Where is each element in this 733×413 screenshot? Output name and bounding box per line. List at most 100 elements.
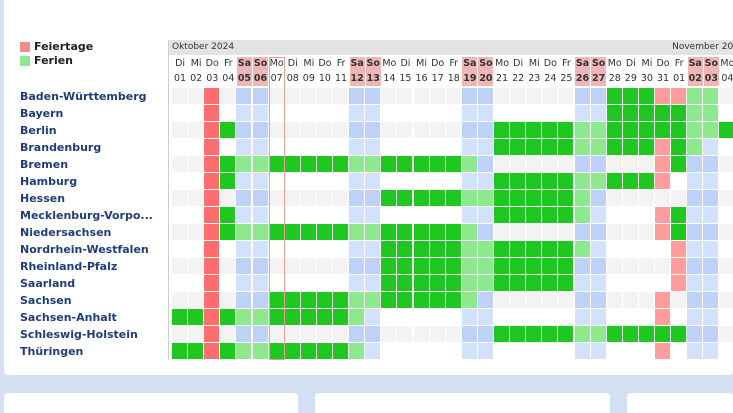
day-cell[interactable]	[188, 88, 205, 105]
day-cell[interactable]	[477, 190, 494, 207]
day-cell[interactable]	[558, 326, 575, 343]
day-cell[interactable]	[381, 292, 398, 309]
day-cell[interactable]	[526, 258, 543, 275]
day-cell[interactable]	[687, 173, 704, 190]
day-cell[interactable]	[429, 139, 446, 156]
day-cell[interactable]	[461, 139, 478, 156]
day-cell[interactable]	[220, 207, 237, 224]
day-cell[interactable]	[526, 309, 543, 326]
day-cell[interactable]	[574, 224, 591, 241]
day-cell[interactable]	[236, 122, 253, 139]
day-cell[interactable]	[687, 309, 704, 326]
day-cell[interactable]	[429, 275, 446, 292]
day-cell[interactable]	[526, 156, 543, 173]
day-cell[interactable]	[204, 122, 221, 139]
day-cell[interactable]	[606, 190, 623, 207]
day-cell[interactable]	[220, 156, 237, 173]
day-cell[interactable]	[638, 122, 655, 139]
day-cell[interactable]	[349, 258, 366, 275]
day-cell[interactable]	[236, 241, 253, 258]
day-cell[interactable]	[300, 122, 317, 139]
day-cell[interactable]	[284, 309, 301, 326]
day-cell[interactable]	[590, 343, 607, 360]
day-cell[interactable]	[445, 258, 462, 275]
day-cell[interactable]	[236, 326, 253, 343]
day-cell[interactable]	[510, 173, 527, 190]
day-cell[interactable]	[284, 88, 301, 105]
day-cell[interactable]	[510, 105, 527, 122]
day-cell[interactable]	[445, 207, 462, 224]
day-cell[interactable]	[719, 309, 733, 326]
day-cell[interactable]	[494, 139, 511, 156]
day-cell[interactable]	[188, 173, 205, 190]
day-cell[interactable]	[397, 258, 414, 275]
day-cell[interactable]	[655, 105, 672, 122]
day-cell[interactable]	[172, 258, 189, 275]
day-cell[interactable]	[413, 190, 430, 207]
day-cell[interactable]	[687, 258, 704, 275]
day-cell[interactable]	[574, 309, 591, 326]
day-cell[interactable]	[316, 275, 333, 292]
day-cell[interactable]	[172, 139, 189, 156]
day-cell[interactable]	[365, 224, 382, 241]
day-cell[interactable]	[413, 326, 430, 343]
day-cell[interactable]	[381, 88, 398, 105]
day-cell[interactable]	[622, 207, 639, 224]
day-cell[interactable]	[188, 224, 205, 241]
day-cell[interactable]	[445, 156, 462, 173]
day-cell[interactable]	[477, 258, 494, 275]
day-cell[interactable]	[220, 326, 237, 343]
day-cell[interactable]	[236, 275, 253, 292]
day-cell[interactable]	[606, 309, 623, 326]
day-cell[interactable]	[622, 241, 639, 258]
day-cell[interactable]	[687, 156, 704, 173]
day-cell[interactable]	[477, 292, 494, 309]
day-cell[interactable]	[622, 275, 639, 292]
day-cell[interactable]	[510, 207, 527, 224]
day-cell[interactable]	[316, 343, 333, 360]
day-cell[interactable]	[172, 241, 189, 258]
day-cell[interactable]	[236, 292, 253, 309]
day-cell[interactable]	[574, 173, 591, 190]
day-cell[interactable]	[558, 156, 575, 173]
day-cell[interactable]	[526, 275, 543, 292]
day-cell[interactable]	[365, 309, 382, 326]
day-cell[interactable]	[719, 122, 733, 139]
day-cell[interactable]	[445, 292, 462, 309]
day-cell[interactable]	[719, 190, 733, 207]
day-cell[interactable]	[542, 224, 559, 241]
day-cell[interactable]	[590, 105, 607, 122]
day-cell[interactable]	[703, 88, 720, 105]
day-cell[interactable]	[252, 224, 269, 241]
day-cell[interactable]	[236, 190, 253, 207]
day-cell[interactable]	[172, 224, 189, 241]
day-cell[interactable]	[204, 241, 221, 258]
day-cell[interactable]	[558, 173, 575, 190]
day-cell[interactable]	[300, 326, 317, 343]
day-cell[interactable]	[349, 156, 366, 173]
day-cell[interactable]	[252, 326, 269, 343]
day-cell[interactable]	[542, 207, 559, 224]
day-cell[interactable]	[172, 88, 189, 105]
day-cell[interactable]	[397, 224, 414, 241]
day-cell[interactable]	[333, 88, 350, 105]
day-cell[interactable]	[687, 224, 704, 241]
day-cell[interactable]	[655, 241, 672, 258]
day-cell[interactable]	[687, 292, 704, 309]
day-cell[interactable]	[365, 207, 382, 224]
day-cell[interactable]	[220, 292, 237, 309]
day-cell[interactable]	[188, 309, 205, 326]
day-cell[interactable]	[204, 343, 221, 360]
day-cell[interactable]	[204, 309, 221, 326]
day-cell[interactable]	[638, 139, 655, 156]
day-cell[interactable]	[655, 88, 672, 105]
day-cell[interactable]	[349, 343, 366, 360]
day-cell[interactable]	[445, 343, 462, 360]
day-cell[interactable]	[172, 326, 189, 343]
day-cell[interactable]	[349, 173, 366, 190]
day-cell[interactable]	[510, 241, 527, 258]
day-cell[interactable]	[510, 190, 527, 207]
day-cell[interactable]	[671, 139, 688, 156]
day-cell[interactable]	[397, 309, 414, 326]
day-cell[interactable]	[494, 326, 511, 343]
